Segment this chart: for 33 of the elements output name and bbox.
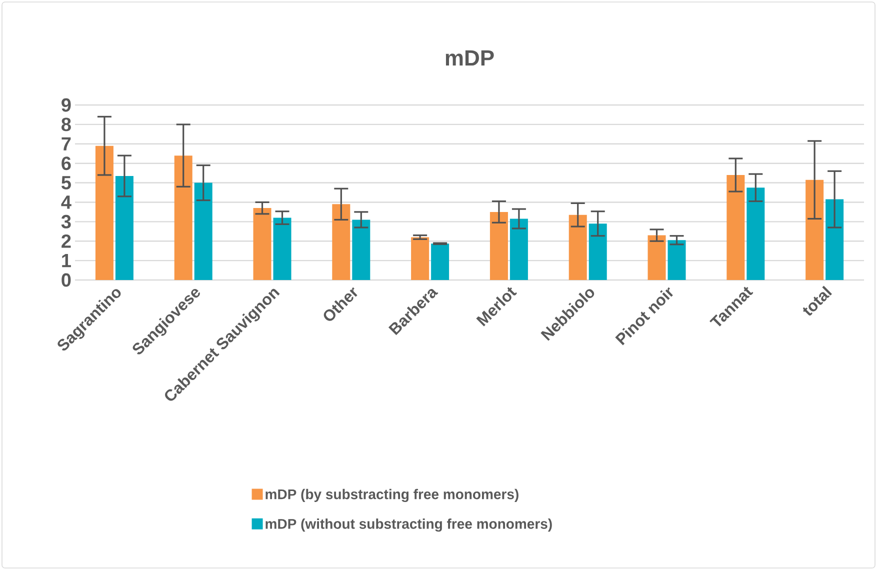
bar (431, 244, 450, 280)
y-tick-label: 2 (62, 234, 71, 248)
bar (194, 182, 212, 280)
bar (648, 235, 666, 280)
bar (510, 218, 528, 280)
y-tick-label: 8 (62, 118, 71, 132)
bar (115, 176, 134, 280)
chart-title: mDP (446, 50, 494, 66)
bar (332, 204, 350, 280)
bar (668, 240, 686, 280)
bar (352, 220, 370, 280)
bar (746, 188, 765, 280)
bar (95, 146, 114, 280)
bar (568, 214, 587, 280)
y-tick-label: 0 (62, 273, 71, 287)
bar (588, 224, 607, 280)
bar (826, 199, 844, 280)
bar (253, 208, 272, 280)
y-tick-label: 1 (62, 254, 71, 268)
legend-label: mDP (without substracting free monomers) (266, 518, 552, 532)
y-tick-label: 7 (62, 137, 71, 150)
y-tick-label: 9 (62, 98, 71, 112)
bar (806, 180, 824, 280)
y-tick-label: 5 (61, 176, 71, 190)
bar (726, 175, 745, 280)
bar (411, 237, 430, 280)
bar (490, 212, 508, 280)
y-tick-label: 4 (61, 196, 72, 209)
bar (273, 218, 292, 280)
bar (174, 156, 192, 280)
y-tick-label: 6 (62, 156, 71, 170)
y-tick-label: 3 (61, 214, 71, 228)
legend-label: mDP (by substracting free monomers) (266, 488, 518, 502)
